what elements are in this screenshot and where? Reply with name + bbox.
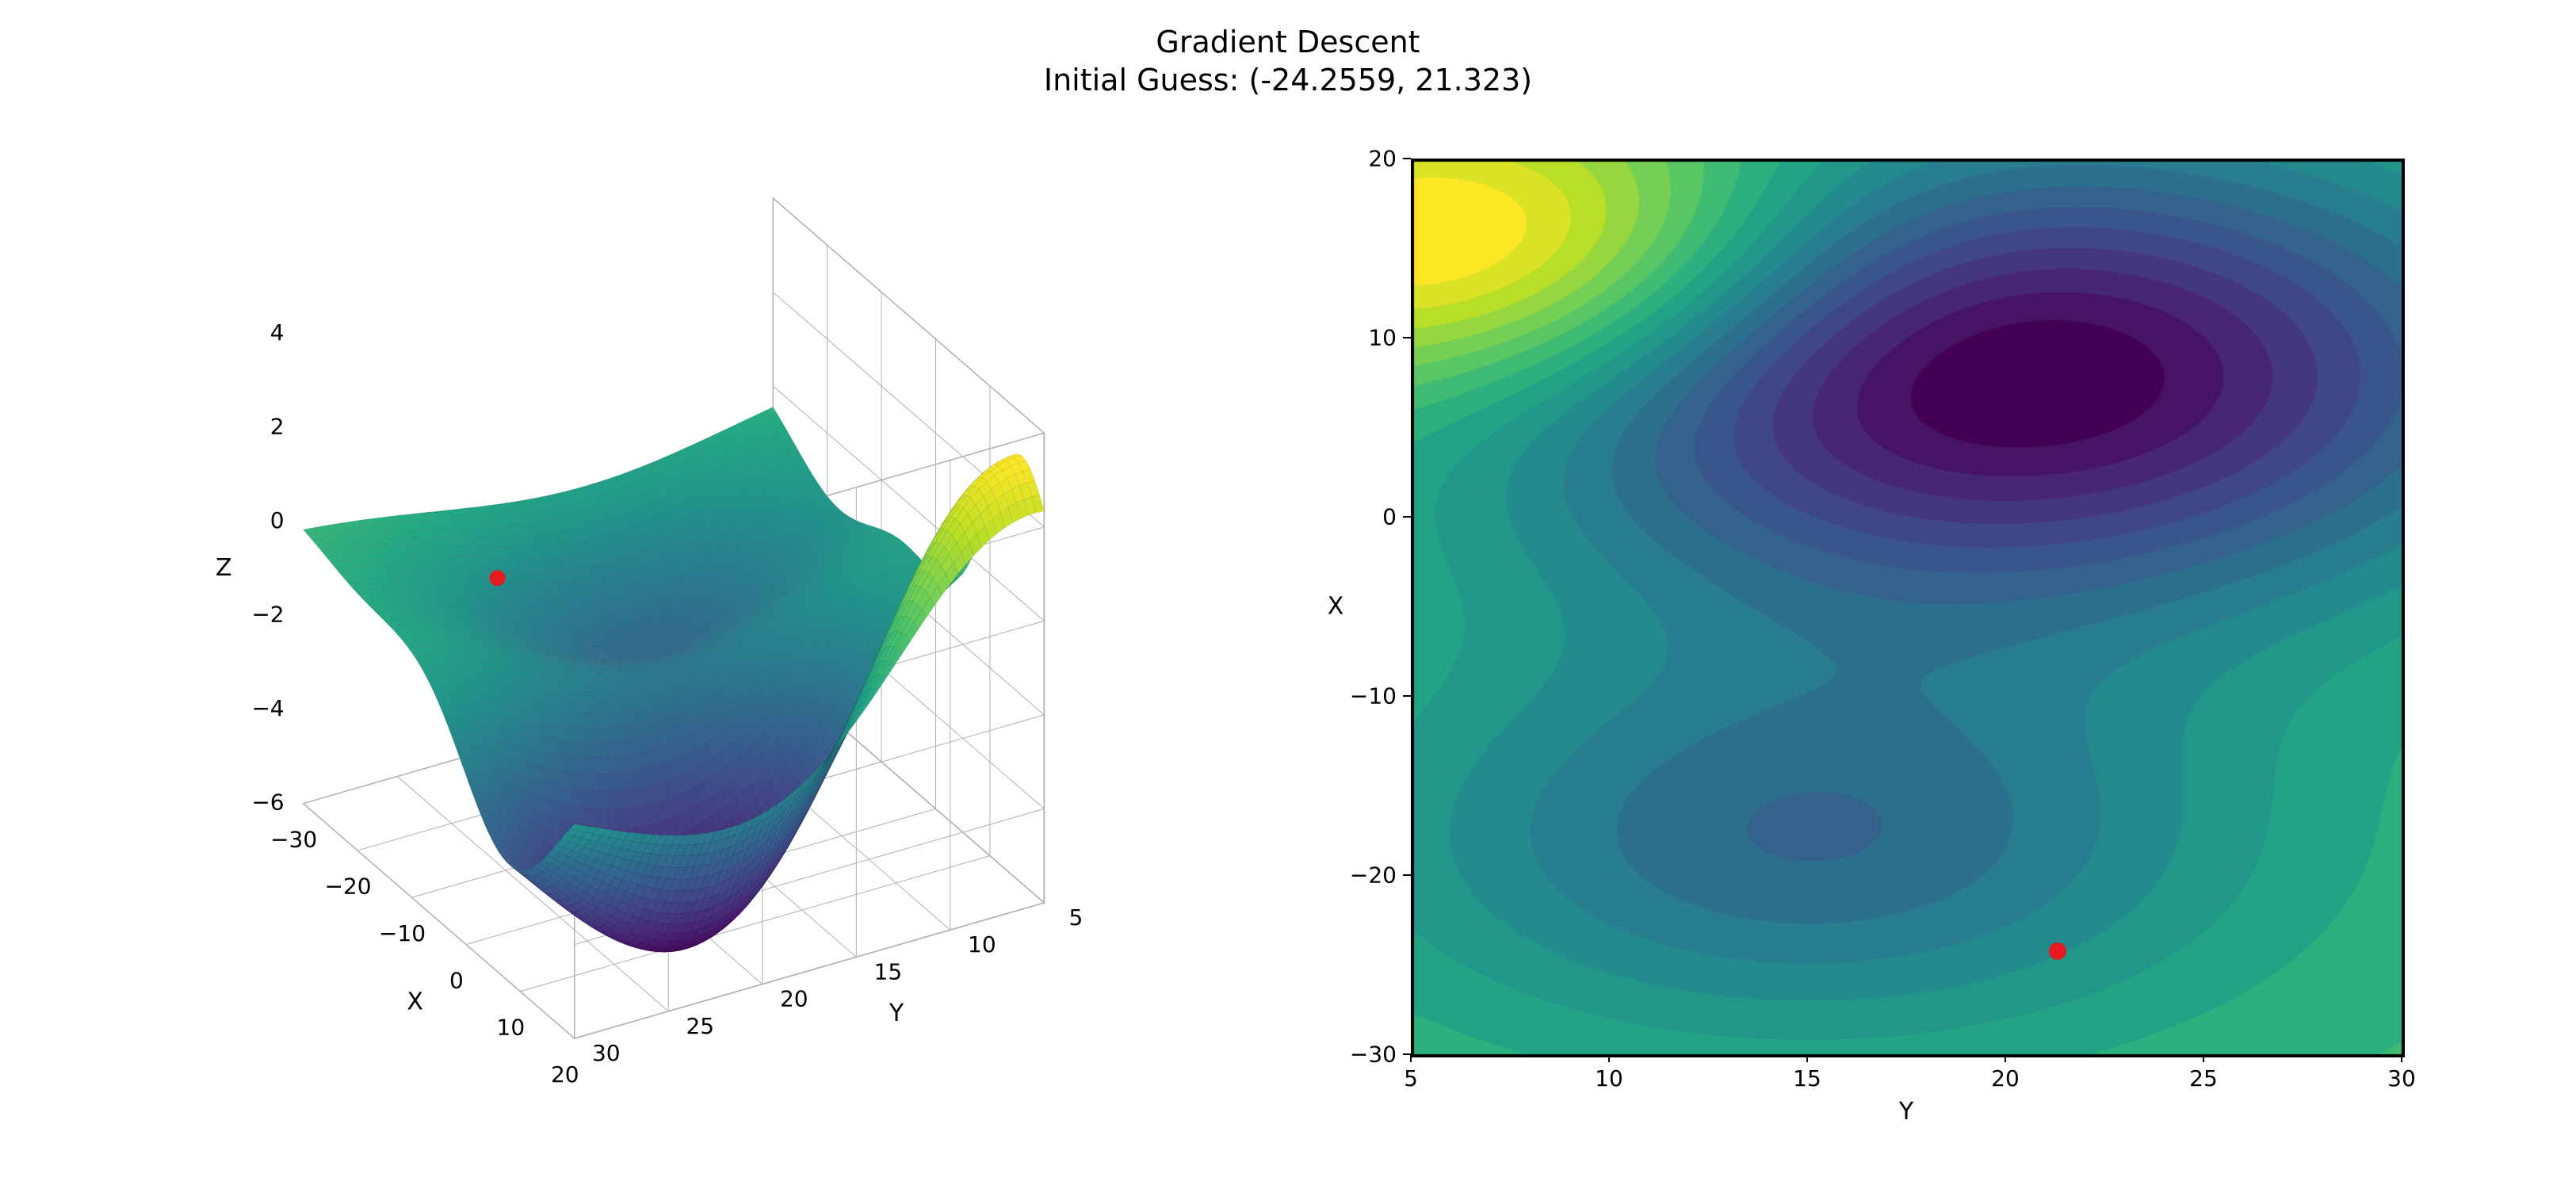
contour-tick [1608, 1054, 1610, 1062]
svg-text:−20: −20 [325, 874, 372, 900]
contour-tick [1410, 1054, 1412, 1062]
contour-tick-label: 20 [1368, 146, 1397, 172]
svg-text:−6: −6 [251, 789, 284, 816]
suptitle-line1: Gradient Descent [0, 24, 2576, 62]
contour-tick [2005, 1054, 2006, 1062]
svg-text:−2: −2 [251, 602, 284, 628]
contour-tick [1403, 1053, 1411, 1055]
svg-text:5: 5 [1068, 904, 1083, 931]
contour-tick [1403, 337, 1411, 338]
contour-tick-label: 30 [2387, 1065, 2416, 1092]
contour-tick-label: 10 [1595, 1065, 1623, 1092]
figure: Gradient Descent Initial Guess: (-24.255… [0, 0, 2576, 1189]
contour-tick [1403, 516, 1411, 518]
svg-text:2: 2 [270, 414, 285, 440]
contour-tick-label: 5 [1404, 1065, 1418, 1092]
svg-text:Y: Y [889, 1000, 904, 1027]
svg-text:20: 20 [780, 986, 808, 1012]
contour-tick [1403, 874, 1411, 876]
contour-xlabel: Y [1899, 1098, 1913, 1126]
contour-tick [1403, 695, 1411, 697]
svg-text:−4: −4 [251, 695, 284, 721]
contour-tick-label: 20 [1991, 1065, 2020, 1092]
contour-tick-label: 25 [2189, 1065, 2218, 1092]
contour-tick [1806, 1054, 1808, 1062]
svg-text:0: 0 [449, 967, 464, 993]
surface-mesh [304, 407, 1045, 953]
contour-ylabel: X [1328, 593, 1344, 621]
svg-text:X: X [407, 988, 423, 1015]
svg-text:20: 20 [551, 1061, 579, 1088]
svg-text:15: 15 [874, 958, 903, 984]
contour-tick-label: 0 [1382, 504, 1397, 530]
contour-panel: 51015202530−30−20−1001020YX [1411, 159, 2402, 1054]
contour-tick-label: −30 [1350, 1042, 1397, 1068]
svg-text:Z: Z [216, 554, 232, 582]
svg-text:25: 25 [686, 1013, 714, 1039]
contour-tick-label: −10 [1350, 683, 1397, 709]
surface3d-panel: −30−20−100102051015202530−6−4−2024XYZ [159, 143, 1189, 1094]
figure-suptitle: Gradient Descent Initial Guess: (-24.255… [0, 24, 2576, 99]
svg-text:30: 30 [592, 1040, 621, 1066]
contour-tick [1403, 158, 1411, 159]
svg-text:−10: −10 [379, 920, 426, 946]
svg-text:10: 10 [497, 1015, 526, 1041]
svg-text:−30: −30 [270, 826, 317, 852]
contour-tick [2401, 1054, 2402, 1062]
surface3d-svg: −30−20−100102051015202530−6−4−2024XYZ [159, 143, 1189, 1094]
svg-text:4: 4 [270, 319, 285, 346]
contour-tick-label: −20 [1350, 862, 1397, 889]
svg-text:0: 0 [270, 507, 285, 533]
contour-tick-label: 10 [1368, 325, 1397, 351]
contour-tick-label: 15 [1793, 1065, 1821, 1092]
suptitle-line2: Initial Guess: (-24.2559, 21.323) [0, 62, 2576, 100]
surface-marker [490, 570, 506, 586]
svg-text:10: 10 [968, 931, 996, 958]
contour-canvas [1411, 159, 2405, 1057]
contour-tick [2203, 1054, 2204, 1062]
